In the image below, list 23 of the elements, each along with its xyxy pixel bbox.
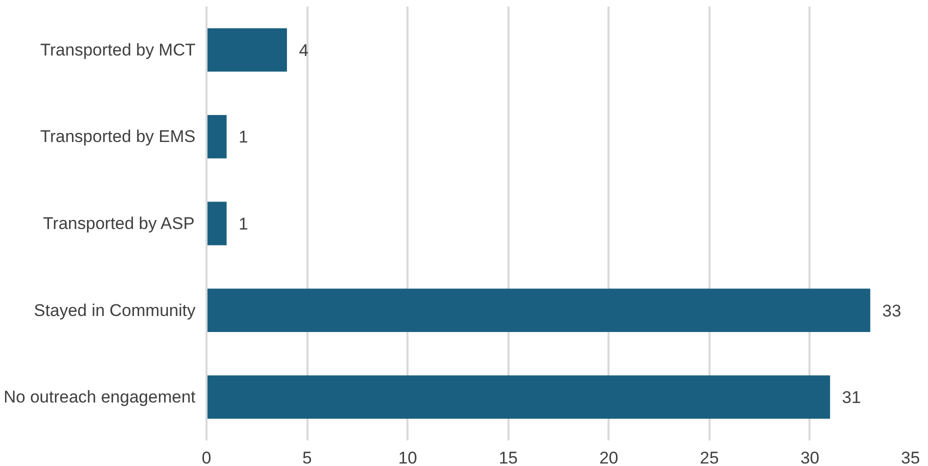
y-tick-label: Transported by EMS bbox=[40, 127, 196, 146]
bar bbox=[206, 115, 227, 158]
bar bbox=[206, 288, 870, 332]
bar bbox=[206, 202, 227, 246]
x-tick-label: 0 bbox=[202, 448, 212, 466]
y-tick-label: Stayed in Community bbox=[34, 300, 196, 320]
data-label: 1 bbox=[238, 128, 248, 147]
y-tick-label: No outreach engagement bbox=[4, 388, 196, 407]
y-tick-label: Transported by ASP bbox=[43, 214, 195, 233]
bar bbox=[206, 28, 287, 72]
x-tick-label: 10 bbox=[398, 448, 418, 466]
x-tick-label: 15 bbox=[498, 448, 518, 466]
data-label: 31 bbox=[842, 388, 861, 408]
x-tick-label: 35 bbox=[901, 448, 920, 466]
data-label: 4 bbox=[298, 40, 308, 60]
x-tick-label: 5 bbox=[302, 448, 312, 466]
x-tick-label: 25 bbox=[700, 448, 719, 466]
x-tick-label: 20 bbox=[599, 448, 618, 466]
data-label: 1 bbox=[238, 214, 248, 234]
x-tick-label: 30 bbox=[800, 448, 820, 466]
data-label: 33 bbox=[882, 301, 902, 320]
y-tick-label: Transported by MCT bbox=[40, 40, 196, 60]
bar bbox=[206, 375, 830, 419]
